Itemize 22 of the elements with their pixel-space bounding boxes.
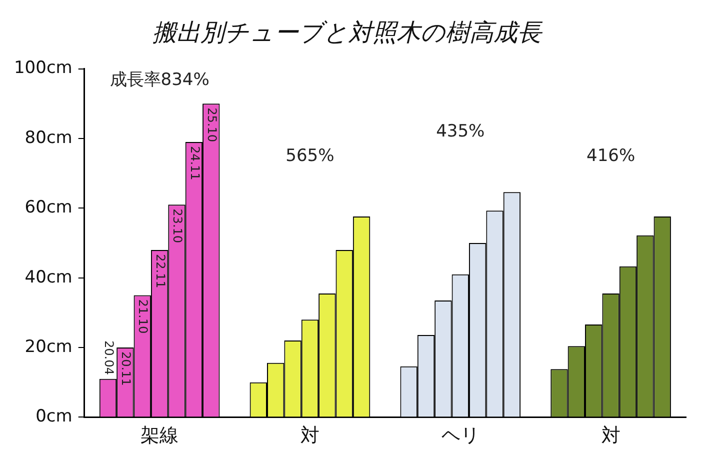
series-label: 22.11 <box>153 254 168 288</box>
series-label: 20.11 <box>119 352 134 386</box>
x-tick-label: 対 <box>601 424 620 447</box>
x-tick-label: 架線 <box>140 424 179 447</box>
y-tick-label: 40cm <box>24 267 72 288</box>
annotation: 成長率834% <box>110 70 210 90</box>
y-tick-label: 20cm <box>24 336 72 357</box>
annotation: 565% <box>286 146 334 166</box>
x-tick-label: 対 <box>300 424 320 447</box>
annotation: 416% <box>586 146 636 166</box>
series-label: 23.10 <box>170 208 185 244</box>
annotation: 435% <box>436 122 485 142</box>
y-tick-label: 80cm <box>24 128 72 148</box>
x-tick-label: ヘリ <box>441 424 480 447</box>
series-label: 25.10 <box>205 108 220 142</box>
y-tick-label: 0cm <box>36 406 72 427</box>
y-tick-label: 60cm <box>24 198 72 218</box>
text: 20.04 <box>102 340 116 375</box>
chart-title: 搬出別チューブと対照木の樹高成長 <box>152 18 544 47</box>
y-tick-label: 100cm <box>14 58 72 78</box>
series-label: 24.11 <box>188 146 202 180</box>
series-label: 21.10 <box>136 299 150 334</box>
